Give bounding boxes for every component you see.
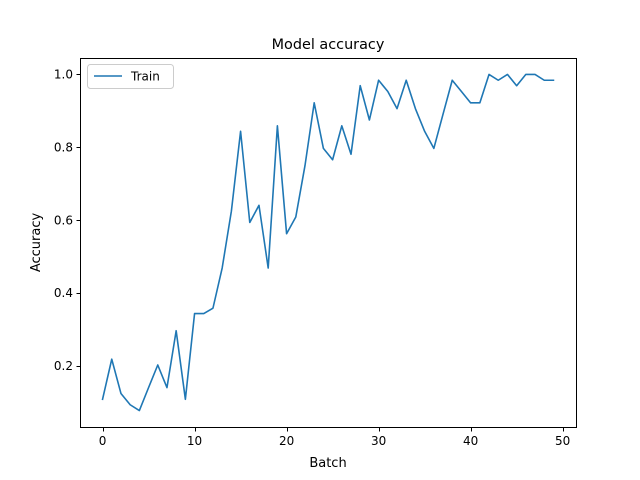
x-axis-label: Batch	[309, 456, 346, 471]
y-axis-label: Accuracy	[29, 213, 44, 273]
chart-title: Model accuracy	[272, 37, 385, 53]
y-tick-label: 0.4	[54, 286, 73, 300]
y-tick-label: 1.0	[54, 67, 73, 81]
x-tick-label: 40	[463, 434, 478, 448]
legend: Train	[87, 64, 174, 89]
x-tick-label: 20	[279, 434, 294, 448]
y-axis: 0.2 0.4 0.6 0.8 1.0	[54, 67, 81, 373]
plot-series	[101, 73, 555, 412]
x-axis: 0 10 20 30 40 50	[99, 427, 570, 448]
legend-frame	[87, 64, 174, 89]
x-tick-label: 30	[371, 434, 386, 448]
y-tick-label: 0.8	[54, 140, 73, 154]
y-tick-label: 0.2	[54, 359, 73, 373]
series-line-train	[101, 73, 555, 412]
x-tick-label: 0	[99, 434, 107, 448]
axes-frame	[80, 58, 577, 428]
x-tick-label: 10	[187, 434, 202, 448]
y-tick-label: 0.6	[54, 213, 73, 227]
x-tick-label: 50	[555, 434, 570, 448]
legend-label: Train	[130, 70, 160, 84]
